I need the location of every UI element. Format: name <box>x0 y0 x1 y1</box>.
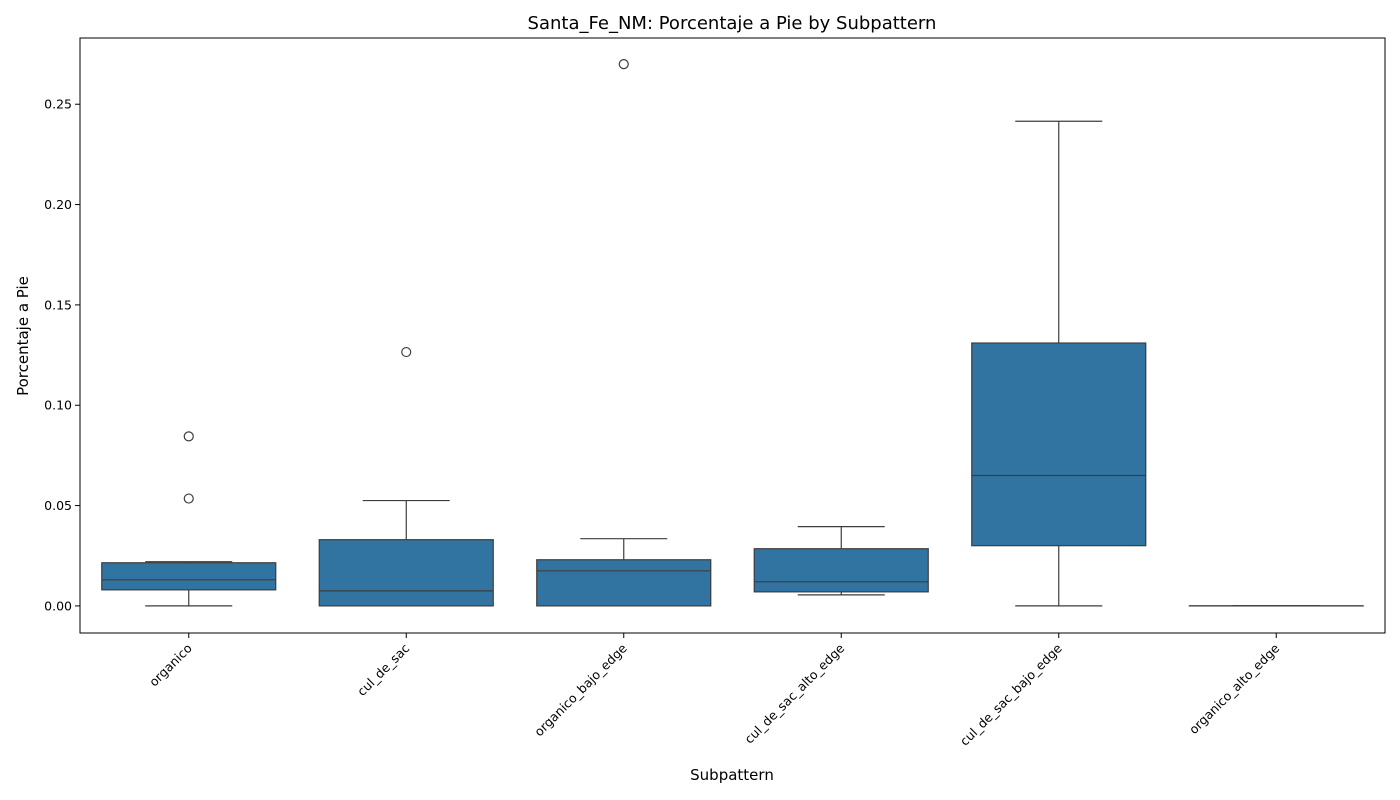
x-tick-label: organico_bajo_edge <box>531 640 630 739</box>
y-axis: 0.00 0.05 0.10 0.15 0.20 0.25 <box>44 97 80 613</box>
x-tick-label: organico <box>146 641 195 690</box>
x-axis-label: Subpattern <box>690 766 774 784</box>
outlier-point <box>401 346 412 358</box>
x-tick-label: organico_alto_edge <box>1186 640 1283 737</box>
x-axis: organico cul_de_sac organico_bajo_edge cul_… <box>146 633 1283 749</box>
x-tick-label: cul_de_sac <box>354 640 412 698</box>
iqr-box <box>101 562 277 591</box>
box-group <box>101 431 277 607</box>
x-tick-label: cul_de_sac_alto_edge <box>741 640 847 746</box>
box-group <box>971 120 1147 607</box>
outlier-point <box>183 493 194 504</box>
y-axis-label: Porcentaje a Pie <box>14 276 32 396</box>
y-tick-label: 0.05 <box>44 498 72 513</box>
y-tick-label: 0.00 <box>44 598 72 613</box>
iqr-box <box>971 342 1147 547</box>
box-group <box>753 526 929 596</box>
chart-title: Santa_Fe_NM: Porcentaje a Pie by Subpatt… <box>528 13 937 34</box>
box-group <box>536 58 712 607</box>
plot-area-frame <box>79 37 1386 634</box>
x-tick-label: cul_de_sac_bajo_edge <box>957 640 1065 748</box>
box-group <box>318 346 494 607</box>
iqr-box <box>536 559 712 607</box>
y-tick-label: 0.25 <box>44 97 72 112</box>
y-tick-label: 0.20 <box>44 197 72 212</box>
outlier-point <box>183 431 194 442</box>
boxes-layer <box>101 58 1364 607</box>
outlier-point <box>618 58 629 70</box>
iqr-box <box>753 548 929 593</box>
iqr-box <box>318 539 494 607</box>
y-tick-label: 0.10 <box>44 398 72 413</box>
y-tick-label: 0.15 <box>44 297 72 312</box>
